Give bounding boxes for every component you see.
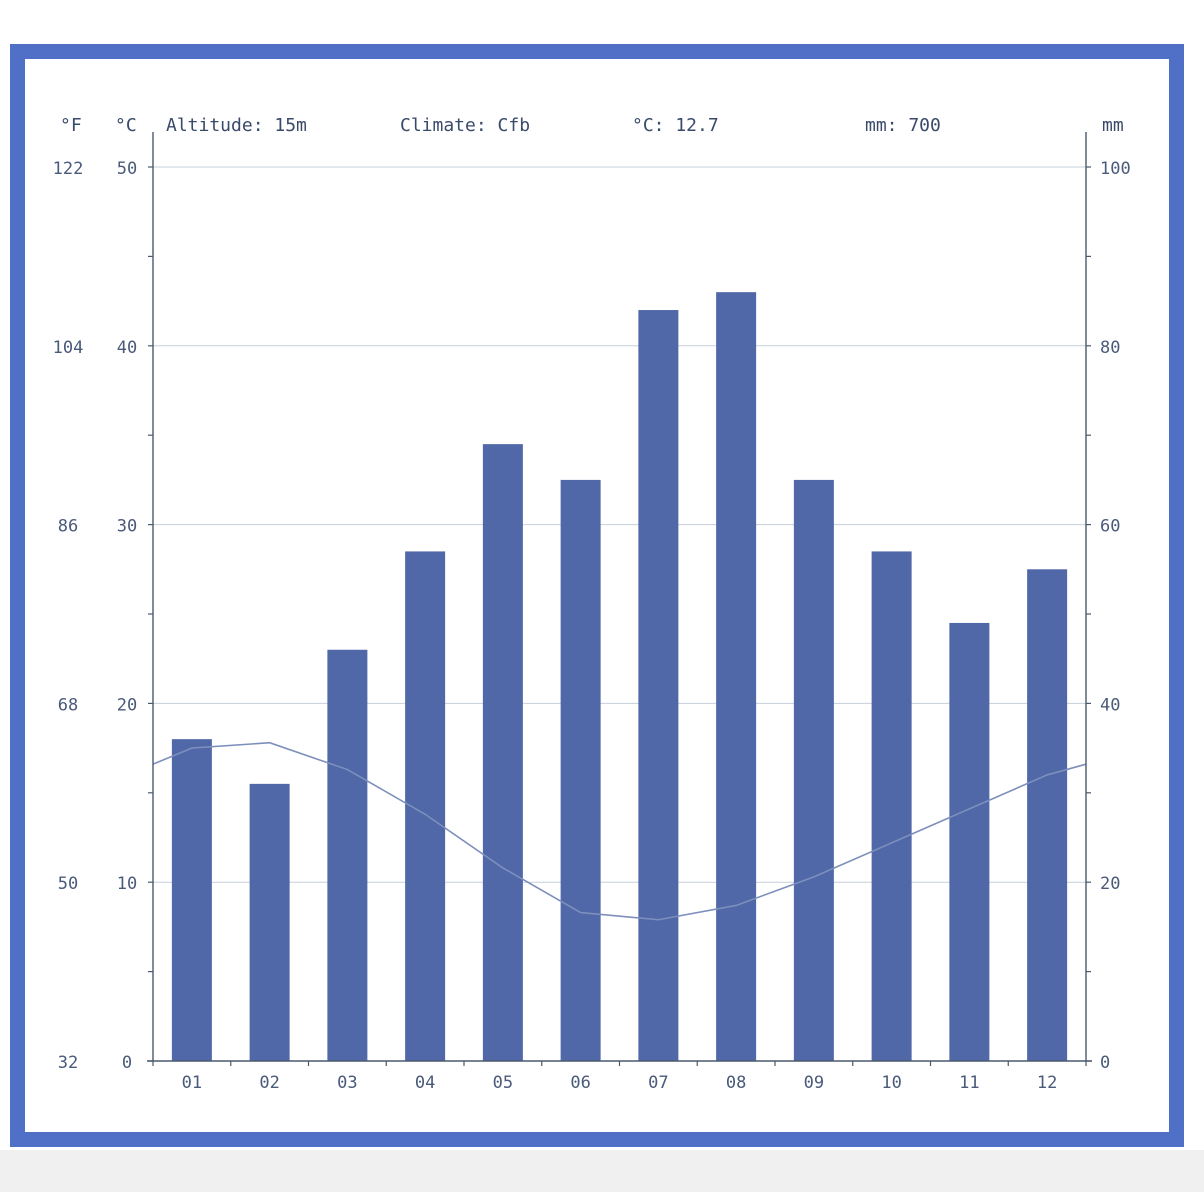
precip-bar-01 (171, 739, 212, 1061)
celsius-tick-label: 20 (117, 695, 137, 715)
month-label-12: 12 (1037, 1073, 1057, 1093)
precip-bar-09 (793, 479, 834, 1061)
precip-bar-10 (871, 551, 912, 1061)
mean-temperature-label: °C: 12.7 (632, 115, 719, 136)
mm-tick-label: 20 (1100, 874, 1120, 894)
precip-bar-02 (249, 783, 290, 1061)
mm-tick-label: 100 (1100, 159, 1131, 179)
month-label-01: 01 (182, 1073, 202, 1093)
precip-bar-08 (716, 292, 757, 1061)
fahrenheit-tick-label: 122 (53, 159, 84, 179)
axes (147, 132, 1092, 1066)
fahrenheit-tick-label: 68 (58, 695, 78, 715)
month-label-10: 10 (881, 1073, 901, 1093)
month-label-11: 11 (959, 1073, 979, 1093)
celsius-unit-label: °C (115, 115, 137, 136)
mm-tick-label: 60 (1100, 517, 1120, 537)
precipitation-bars (171, 292, 1068, 1061)
mm-tick-label: 0 (1100, 1053, 1110, 1073)
month-label-04: 04 (415, 1073, 435, 1093)
mm-tick-label: 40 (1100, 695, 1120, 715)
total-precipitation-label: mm: 700 (865, 115, 941, 136)
month-label-02: 02 (259, 1073, 279, 1093)
fahrenheit-tick-label: 50 (58, 874, 78, 894)
month-label-09: 09 (804, 1073, 824, 1093)
month-label-08: 08 (726, 1073, 746, 1093)
month-label-05: 05 (493, 1073, 513, 1093)
fahrenheit-tick-label: 86 (58, 517, 78, 537)
celsius-tick-label: 30 (117, 517, 137, 537)
precip-bar-11 (949, 622, 990, 1061)
altitude-label: Altitude: 15m (166, 115, 307, 136)
month-label-07: 07 (648, 1073, 668, 1093)
precip-bar-05 (482, 444, 523, 1061)
mm-unit-label: mm (1102, 115, 1124, 136)
fahrenheit-tick-label: 32 (58, 1053, 78, 1073)
month-label-06: 06 (570, 1073, 590, 1093)
fahrenheit-tick-label: 104 (53, 338, 84, 358)
temperature-line (152, 741, 1087, 921)
celsius-tick-label: 40 (117, 338, 137, 358)
celsius-tick-label: 10 (117, 874, 137, 894)
climate-label: Climate: Cfb (400, 115, 530, 136)
gridlines (153, 166, 1086, 883)
temperature-line-group (152, 741, 1087, 921)
bottom-strip (0, 1150, 1204, 1192)
precip-bar-12 (1027, 569, 1068, 1061)
precip-bar-06 (560, 479, 601, 1061)
celsius-tick-label: 0 (122, 1053, 132, 1073)
mm-tick-label: 80 (1100, 338, 1120, 358)
precip-bar-07 (638, 310, 679, 1061)
fahrenheit-unit-label: °F (60, 115, 82, 136)
celsius-tick-label: 50 (117, 159, 137, 179)
precip-bar-03 (327, 649, 368, 1061)
month-label-03: 03 (337, 1073, 357, 1093)
